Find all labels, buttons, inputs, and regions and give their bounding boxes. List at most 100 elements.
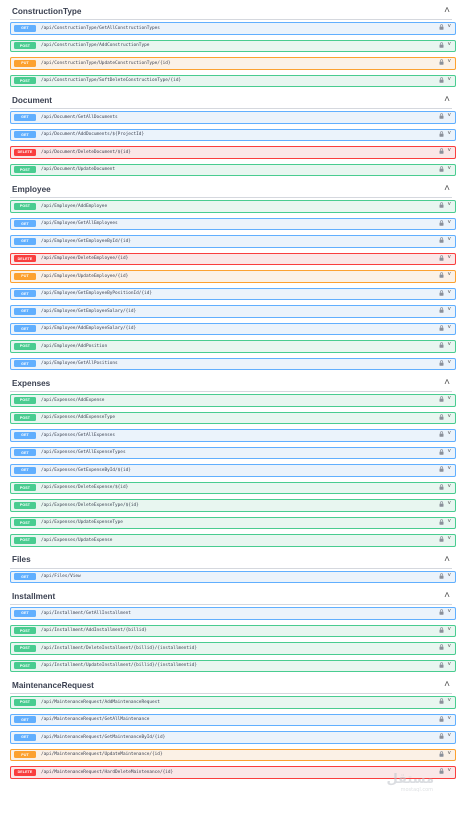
- chevron-down-icon[interactable]: ˅: [447, 272, 451, 278]
- chevron-down-icon[interactable]: ˅: [447, 413, 451, 420]
- lock-icon[interactable]: [439, 715, 444, 722]
- operation-row[interactable]: POST/api/Expenses/AddExpense ˅: [10, 394, 456, 407]
- operation-row[interactable]: POST/api/Expenses/DeleteExpenseType/${id…: [10, 499, 456, 512]
- chevron-down-icon[interactable]: ˅: [447, 24, 451, 30]
- lock-icon[interactable]: [439, 324, 444, 331]
- operation-row[interactable]: GET/api/Expenses/GetAllExpenseTypes ˅: [10, 446, 456, 459]
- chevron-down-icon[interactable]: ˅: [447, 237, 451, 243]
- operation-row[interactable]: GET/api/MaintenanceRequest/GetAllMainten…: [10, 713, 456, 726]
- lock-icon[interactable]: [439, 768, 444, 774]
- chevron-up-icon[interactable]: ˄: [444, 94, 450, 105]
- chevron-down-icon[interactable]: ˅: [447, 148, 451, 154]
- group-header-files[interactable]: Files ˄: [10, 552, 452, 569]
- chevron-down-icon[interactable]: ˅: [447, 715, 451, 722]
- operation-row[interactable]: POST/api/Document/UpdateDocument ˅: [10, 163, 456, 176]
- chevron-up-icon[interactable]: ˄: [444, 553, 450, 565]
- lock-icon[interactable]: [439, 130, 444, 137]
- chevron-down-icon[interactable]: ˅: [447, 254, 451, 261]
- chevron-down-icon[interactable]: ˅: [447, 609, 451, 615]
- chevron-down-icon[interactable]: ˅: [447, 518, 451, 525]
- lock-icon[interactable]: [439, 59, 444, 65]
- chevron-down-icon[interactable]: ˅: [447, 644, 451, 650]
- chevron-down-icon[interactable]: ˅: [447, 76, 451, 83]
- operation-row[interactable]: POST/api/ConstructionType/AddConstructio…: [10, 39, 456, 52]
- group-header-installment[interactable]: Installment ˄: [10, 588, 452, 605]
- operation-row[interactable]: DELETE/api/MaintenanceRequest/HardDelete…: [10, 766, 456, 779]
- chevron-down-icon[interactable]: ˅: [447, 165, 451, 172]
- lock-icon[interactable]: [439, 644, 444, 650]
- lock-icon[interactable]: [439, 219, 444, 226]
- chevron-down-icon[interactable]: ˅: [447, 448, 451, 455]
- chevron-down-icon[interactable]: ˅: [447, 41, 451, 48]
- chevron-up-icon[interactable]: ˄: [444, 5, 450, 16]
- operation-row[interactable]: GET/api/Expenses/GetAllExpenses ˅: [10, 429, 456, 442]
- lock-icon[interactable]: [439, 237, 444, 243]
- operation-row[interactable]: GET/api/Files/View ˅: [10, 570, 456, 583]
- chevron-down-icon[interactable]: ˅: [447, 626, 451, 633]
- chevron-down-icon[interactable]: ˅: [447, 359, 451, 366]
- lock-icon[interactable]: [439, 733, 444, 739]
- chevron-up-icon[interactable]: ˄: [444, 183, 450, 194]
- lock-icon[interactable]: [439, 113, 444, 119]
- operation-row[interactable]: GET/api/Expenses/GetExpenseById/${id} ˅: [10, 464, 456, 477]
- operation-row[interactable]: POST/api/Employee/AddEmployee ˅: [10, 200, 456, 213]
- lock-icon[interactable]: [439, 342, 444, 348]
- operation-row[interactable]: POST/api/ConstructionType/SoftDeleteCons…: [10, 74, 456, 87]
- chevron-down-icon[interactable]: ˅: [447, 572, 451, 579]
- operation-row[interactable]: GET/api/Employee/AddEmployeeSalary/{id} ˅: [10, 322, 456, 335]
- chevron-down-icon[interactable]: ˅: [447, 733, 451, 739]
- operation-row[interactable]: POST/api/Installment/UpdateInstallment/{…: [10, 659, 456, 672]
- chevron-down-icon[interactable]: ˅: [447, 219, 451, 226]
- lock-icon[interactable]: [439, 254, 444, 261]
- lock-icon[interactable]: [439, 396, 444, 402]
- chevron-down-icon[interactable]: ˅: [447, 661, 451, 668]
- lock-icon[interactable]: [439, 165, 444, 172]
- operation-row[interactable]: GET/api/ConstructionType/GetAllConstruct…: [10, 22, 456, 35]
- chevron-down-icon[interactable]: ˅: [447, 501, 451, 507]
- lock-icon[interactable]: [439, 501, 444, 507]
- lock-icon[interactable]: [439, 609, 444, 615]
- lock-icon[interactable]: [439, 148, 444, 154]
- operation-row[interactable]: POST/api/Installment/DeleteInstallment/{…: [10, 642, 456, 655]
- lock-icon[interactable]: [439, 483, 444, 490]
- operation-row[interactable]: GET/api/Installment/GetAllInstallment ˅: [10, 607, 456, 620]
- operation-row[interactable]: DELETE/api/Employee/DeleteEmployee/{id} ˅: [10, 252, 456, 265]
- group-header-employee[interactable]: Employee ˄: [10, 181, 452, 198]
- operation-row[interactable]: PUT/api/ConstructionType/UpdateConstruct…: [10, 57, 456, 70]
- lock-icon[interactable]: [439, 413, 444, 420]
- chevron-down-icon[interactable]: ˅: [447, 698, 451, 704]
- chevron-down-icon[interactable]: ˅: [447, 466, 451, 472]
- lock-icon[interactable]: [439, 661, 444, 668]
- group-header-constructiontype[interactable]: ConstructionType ˄: [10, 3, 452, 20]
- chevron-down-icon[interactable]: ˅: [447, 202, 451, 208]
- chevron-down-icon[interactable]: ˅: [447, 768, 451, 774]
- operation-row[interactable]: GET/api/Employee/GetAllEmployees ˅: [10, 217, 456, 230]
- operation-row[interactable]: PUT/api/Employee/UpdateEmployee/{id} ˅: [10, 270, 456, 283]
- chevron-down-icon[interactable]: ˅: [447, 483, 451, 490]
- lock-icon[interactable]: [439, 431, 444, 437]
- chevron-down-icon[interactable]: ˅: [447, 536, 451, 542]
- lock-icon[interactable]: [439, 518, 444, 525]
- chevron-up-icon[interactable]: ˄: [444, 679, 450, 690]
- chevron-down-icon[interactable]: ˅: [447, 113, 451, 119]
- chevron-down-icon[interactable]: ˅: [447, 130, 451, 137]
- lock-icon[interactable]: [439, 289, 444, 296]
- chevron-down-icon[interactable]: ˅: [447, 431, 451, 437]
- chevron-down-icon[interactable]: ˅: [447, 750, 451, 757]
- operation-row[interactable]: PUT/api/MaintenanceRequest/UpdateMainten…: [10, 748, 456, 761]
- operation-row[interactable]: POST/api/Installment/AddInstallment/{bil…: [10, 624, 456, 637]
- operation-row[interactable]: GET/api/Employee/GetEmployeeById/{id} ˅: [10, 235, 456, 248]
- operation-row[interactable]: POST/api/Expenses/AddExpenseType ˅: [10, 411, 456, 424]
- lock-icon[interactable]: [439, 750, 444, 757]
- lock-icon[interactable]: [439, 448, 444, 455]
- lock-icon[interactable]: [439, 202, 444, 208]
- chevron-down-icon[interactable]: ˅: [447, 396, 451, 402]
- chevron-down-icon[interactable]: ˅: [447, 307, 451, 313]
- chevron-down-icon[interactable]: ˅: [447, 289, 451, 296]
- operation-row[interactable]: POST/api/Expenses/UpdateExpenseType ˅: [10, 516, 456, 529]
- chevron-up-icon[interactable]: ˄: [444, 590, 450, 601]
- chevron-down-icon[interactable]: ˅: [447, 59, 451, 65]
- operation-row[interactable]: POST/api/Expenses/UpdateExpense ˅: [10, 534, 456, 547]
- lock-icon[interactable]: [439, 466, 444, 472]
- lock-icon[interactable]: [439, 76, 444, 83]
